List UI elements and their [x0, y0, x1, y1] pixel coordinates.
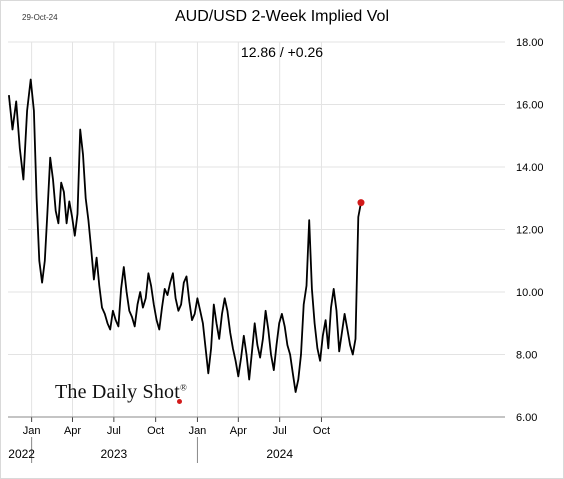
y-tick-label: 8.00 — [516, 350, 537, 362]
brand-mark: ® — [180, 382, 188, 393]
y-tick-label: 12.00 — [516, 225, 544, 237]
year-label: 2022 — [8, 447, 35, 461]
year-label: 2024 — [266, 447, 293, 461]
year-label: 2023 — [100, 447, 127, 461]
y-tick-label: 6.00 — [516, 412, 537, 424]
x-tick-label: Jul — [273, 425, 287, 437]
chart-title: AUD/USD 2-Week Implied Vol — [175, 8, 389, 25]
x-tick-label: Jan — [189, 425, 207, 437]
x-tick-label: Apr — [230, 425, 247, 437]
gridlines — [8, 41, 505, 418]
series-line — [8, 78, 362, 393]
brand-dot — [177, 399, 182, 404]
x-tick-label: Apr — [64, 425, 81, 437]
axes: 6.00 8.00 10.00 12.00 14.00 16.00 18.00 Jan Apr J… — [8, 37, 544, 463]
series-layer — [8, 78, 365, 393]
brand-text: The Daily Shot — [55, 381, 181, 403]
y-tick-label: 14.00 — [516, 162, 544, 174]
as-of-date: 29-Oct-24 — [22, 13, 58, 22]
last-value-marker — [357, 199, 365, 207]
x-tick-label: Oct — [147, 425, 164, 437]
brand-logo: The Daily Shot® — [55, 381, 187, 404]
y-tick-label: 16.00 — [516, 100, 544, 112]
chart-subtitle: 12.86 / +0.26 — [240, 44, 324, 60]
x-tick-label: Oct — [313, 425, 330, 437]
y-tick-label: 10.00 — [516, 287, 544, 299]
y-tick-label: 18.00 — [516, 37, 544, 49]
x-tick-label: Jul — [107, 425, 121, 437]
x-tick-label: Jan — [23, 425, 41, 437]
